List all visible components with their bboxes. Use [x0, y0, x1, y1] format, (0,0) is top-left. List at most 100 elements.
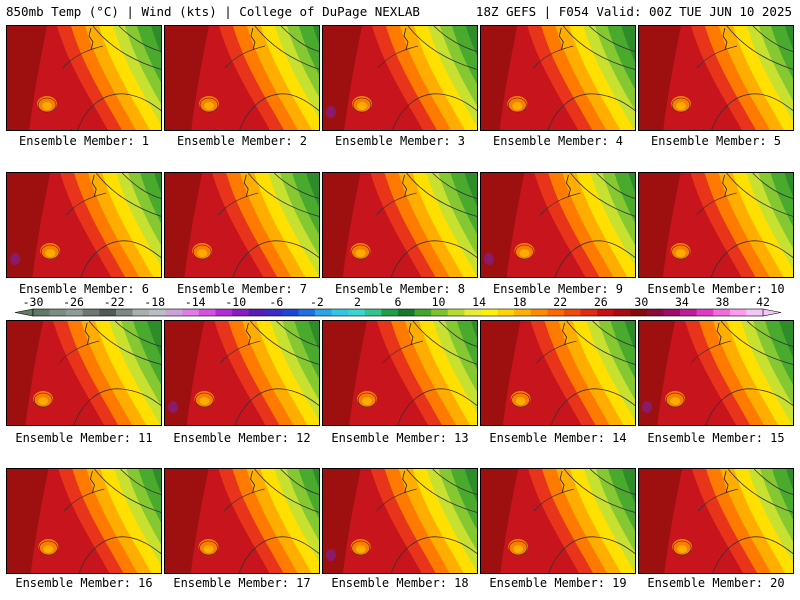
ensemble-map-panel [6, 468, 162, 574]
ensemble-member-label: Ensemble Member: 2 [176, 134, 308, 148]
header-title: 850mb Temp (°C) | Wind (kts) | College o… [6, 4, 420, 19]
temperature-map [639, 469, 793, 573]
colorbar-swatch [182, 309, 200, 316]
header-run-info: 18Z GEFS | F054 Valid: 00Z TUE JUN 10 20… [475, 4, 792, 19]
colorbar-swatch [580, 309, 598, 316]
ensemble-map-panel [480, 320, 636, 426]
colorbar-swatch [746, 309, 764, 316]
temperature-map [639, 321, 793, 425]
colorbar-swatch [464, 309, 482, 316]
ensemble-map-panel [164, 468, 320, 574]
colorbar-tick-label: 26 [594, 295, 608, 309]
colorbar-tick-label: -6 [269, 295, 283, 309]
colorbar-swatch [713, 309, 731, 316]
colorbar-swatch [248, 309, 266, 316]
ensemble-member-label: Ensemble Member: 11 [15, 431, 153, 445]
colorbar-swatch [298, 309, 316, 316]
colorbar-swatch [663, 309, 681, 316]
colorbar-tick-label: -22 [104, 295, 125, 309]
colorbar-swatch [398, 309, 415, 316]
temperature-map [7, 173, 161, 277]
ensemble-member-label: Ensemble Member: 17 [173, 576, 311, 590]
temperature-map [323, 321, 477, 425]
ensemble-member-label: Ensemble Member: 15 [647, 431, 785, 445]
colorbar-tick-label: -30 [23, 295, 44, 309]
temperature-map [323, 26, 477, 130]
colorbar-tick-label: 22 [553, 295, 567, 309]
ensemble-map-panel [6, 25, 162, 131]
ensemble-map-panel [480, 468, 636, 574]
colorbar-swatch [82, 309, 100, 316]
ensemble-map-panel [322, 320, 478, 426]
temperature-map [7, 321, 161, 425]
ensemble-member-label: Ensemble Member: 3 [334, 134, 466, 148]
temperature-map [323, 469, 477, 573]
colorbar-swatch [414, 309, 432, 316]
ensemble-member-label: Ensemble Member: 1 [18, 134, 150, 148]
colorbar-swatch [115, 309, 133, 316]
colorbar-swatch [281, 309, 299, 316]
ensemble-member-label: Ensemble Member: 13 [331, 431, 469, 445]
colorbar-swatch [381, 309, 399, 316]
temperature-map [165, 469, 319, 573]
temperature-map [481, 321, 635, 425]
colorbar-swatch [364, 309, 382, 316]
ensemble-map-panel [638, 468, 794, 574]
colorbar-tick-label: 42 [756, 295, 770, 309]
colorbar-swatch [514, 309, 532, 316]
temperature-map [639, 173, 793, 277]
color-scale-bar: -30 -26 -22 -18 -14 -10 -6 -2 2 6 10 14 18 22 26 30 34 38… [14, 295, 782, 317]
ensemble-member-label: Ensemble Member: 16 [15, 576, 153, 590]
colorbar-swatch [447, 309, 465, 316]
colorbar-swatch [696, 309, 714, 316]
colorbar-swatch [33, 309, 50, 316]
ensemble-member-label: Ensemble Member: 4 [492, 134, 624, 148]
colorbar-swatch [99, 309, 117, 316]
colorbar-tick-label: 34 [675, 295, 689, 309]
colorbar-tick-label: -26 [63, 295, 84, 309]
ensemble-member-label: Ensemble Member: 18 [331, 576, 469, 590]
ensemble-member-label: Ensemble Member: 10 [647, 282, 785, 296]
colorbar-tick-label: 30 [634, 295, 648, 309]
ensemble-map-panel [164, 25, 320, 131]
temperature-map [639, 26, 793, 130]
ensemble-member-label: Ensemble Member: 6 [18, 282, 150, 296]
ensemble-map-panel [322, 172, 478, 278]
ensemble-map-panel [480, 25, 636, 131]
colorbar-tick-label: 14 [472, 295, 486, 309]
ensemble-member-label: Ensemble Member: 5 [650, 134, 782, 148]
ensemble-map-panel [322, 25, 478, 131]
colorbar-swatch [729, 309, 747, 316]
colorbar-swatch [547, 309, 565, 316]
colorbar-tick-label: -14 [185, 295, 206, 309]
ensemble-map-panel [480, 172, 636, 278]
colorbar-swatch [215, 309, 233, 316]
colorbar-right-arrow [762, 308, 782, 317]
colorbar-tick-label: 6 [395, 295, 402, 309]
colorbar-swatch [530, 309, 548, 316]
colorbar-swatch [497, 309, 515, 316]
ensemble-member-label: Ensemble Member: 14 [489, 431, 627, 445]
temperature-map [165, 173, 319, 277]
colorbar-tick-label: 10 [432, 295, 446, 309]
ensemble-member-label: Ensemble Member: 7 [176, 282, 308, 296]
colorbar-swatch [431, 309, 449, 316]
temperature-map [7, 469, 161, 573]
colorbar-tick-label: -2 [310, 295, 324, 309]
colorbar-swatch [165, 309, 183, 316]
colorbar-swatch [149, 309, 167, 316]
ensemble-map-panel [164, 320, 320, 426]
temperature-map [481, 173, 635, 277]
colorbar-swatch [232, 309, 249, 316]
colorbar-swatch [613, 309, 631, 316]
temperature-map [481, 26, 635, 130]
ensemble-member-label: Ensemble Member: 9 [492, 282, 624, 296]
colorbar-swatch [265, 309, 283, 316]
colorbar-swatch [66, 309, 84, 316]
ensemble-map-panel [6, 320, 162, 426]
colorbar-swatch [680, 309, 697, 316]
colorbar-swatch [132, 309, 150, 316]
colorbar-swatch [315, 309, 332, 316]
ensemble-member-label: Ensemble Member: 8 [334, 282, 466, 296]
temperature-map [481, 469, 635, 573]
